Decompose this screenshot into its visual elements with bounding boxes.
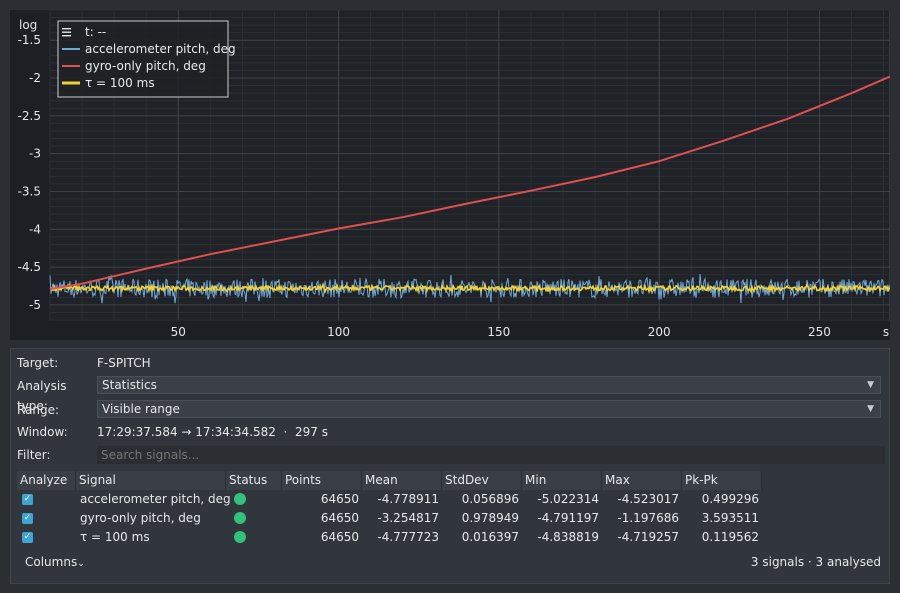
target-label: Target: — [17, 356, 59, 370]
y-tick-label: -5 — [29, 298, 41, 312]
col-header-points[interactable]: Points — [282, 471, 362, 490]
min-cell: -5.022314 — [537, 492, 599, 506]
col-header-signal[interactable]: Signal — [76, 471, 226, 490]
pkpk-cell: 0.119562 — [701, 530, 759, 544]
mean-cell: -4.777723 — [377, 530, 439, 544]
series-line-1 — [49, 75, 890, 290]
target-value: F-SPITCH — [97, 356, 151, 370]
signal-cell: τ = 100 ms — [80, 530, 150, 544]
range-value: Visible range — [102, 402, 180, 416]
chart[interactable]: 50 100 150 200 250-1.5-2-2.5-3-3.5-4-4.5-5s … — [10, 10, 890, 340]
analyze-checkbox[interactable]: ✓ — [22, 532, 33, 543]
analysis-type-select[interactable]: Statistics ▼ — [97, 376, 881, 394]
chevron-down-icon: ▼ — [867, 380, 874, 390]
window-label: Window: — [17, 425, 68, 439]
mean-cell: -3.254817 — [377, 511, 439, 525]
analysis-type-label: Analysis type: — [17, 379, 67, 413]
legend[interactable]: t: -- accelerometer pitch, deg gyro-only … — [57, 20, 236, 98]
x-tick-label: 50 — [171, 325, 186, 339]
points-cell: 64650 — [320, 492, 359, 506]
y-tick-label: -2 — [29, 71, 41, 85]
signal-cell: gyro-only pitch, deg — [80, 511, 201, 525]
legend-entry-label[interactable]: τ = 100 ms — [85, 76, 155, 90]
x-tick-label: 150 — [487, 325, 510, 339]
pkpk-cell: 0.499296 — [701, 492, 759, 506]
status-ok-icon — [234, 493, 246, 505]
chevron-down-icon: ⌄ — [77, 559, 85, 569]
y-tick-label: -4.5 — [18, 260, 41, 274]
max-cell: -4.523017 — [617, 492, 679, 506]
status-cell — [226, 528, 282, 547]
status-cell — [226, 509, 282, 528]
summary-text: 3 signals · 3 analysed — [750, 555, 881, 569]
legend-menu-icon[interactable] — [62, 28, 71, 37]
legend-cursor-readout: t: -- — [85, 25, 106, 39]
analyze-checkbox[interactable]: ✓ — [22, 494, 33, 505]
max-cell: -4.719257 — [617, 530, 679, 544]
y-tick-label: -3 — [29, 147, 41, 161]
legend-entry-label[interactable]: gyro-only pitch, deg — [85, 59, 206, 73]
table-row[interactable]: ✓ gyro-only pitch, deg 64650 -3.254817 0… — [17, 509, 885, 528]
window-value: 17:29:37.584 → 17:34:34.582 · 297 s — [97, 425, 328, 439]
analyze-checkbox[interactable]: ✓ — [22, 513, 33, 524]
col-header-stddev[interactable]: StdDev — [442, 471, 522, 490]
x-tick-label: 100 — [327, 325, 350, 339]
columns-button-label: Columns — [25, 555, 78, 569]
col-header-analyze[interactable]: Analyze — [17, 471, 76, 490]
table-row[interactable]: ✓ τ = 100 ms 64650 -4.777723 0.016397 -4… — [17, 528, 885, 547]
x-axis-label: s — [883, 325, 889, 339]
min-cell: -4.791197 — [537, 511, 599, 525]
stddev-cell: 0.056896 — [461, 492, 519, 506]
range-label: Range: — [17, 403, 60, 417]
filter-label: Filter: — [17, 448, 51, 462]
table-header: Analyze Signal Status Points Mean StdDev… — [17, 471, 885, 490]
col-header-min[interactable]: Min — [522, 471, 602, 490]
columns-button[interactable]: Columns⌄ — [25, 555, 85, 569]
panel-footer: Columns⌄ 3 signals · 3 analysed — [11, 545, 889, 583]
x-tick-label: 200 — [648, 325, 671, 339]
legend-entry-label[interactable]: accelerometer pitch, deg — [85, 42, 236, 56]
min-cell: -4.838819 — [537, 530, 599, 544]
stddev-cell: 0.978949 — [461, 511, 519, 525]
pkpk-cell: 3.593511 — [701, 511, 759, 525]
range-select[interactable]: Visible range ▼ — [97, 400, 881, 418]
col-header-max[interactable]: Max — [602, 471, 682, 490]
y-axis-label: log — [19, 18, 37, 32]
analysis-panel: Target: F-SPITCH Analysis type: Statisti… — [10, 348, 890, 584]
mean-cell: -4.778911 — [377, 492, 439, 506]
col-header-status[interactable]: Status — [226, 471, 282, 490]
status-ok-icon — [234, 512, 246, 524]
plot-area[interactable]: 50 100 150 200 250 -1.5 -2 -2.5 -3 -3.5 -4 -4.5 -5 s … — [10, 10, 890, 340]
filter-input[interactable] — [97, 446, 885, 464]
chevron-down-icon: ▼ — [867, 404, 874, 414]
stddev-cell: 0.016397 — [461, 530, 519, 544]
series-line-2 — [49, 282, 890, 295]
points-cell: 64650 — [320, 511, 359, 525]
y-tick-label: -2.5 — [18, 109, 41, 123]
status-ok-icon — [234, 531, 246, 543]
max-cell: -1.197686 — [617, 511, 679, 525]
analysis-type-value: Statistics — [102, 378, 157, 392]
y-tick-label: -3.5 — [18, 184, 41, 198]
col-header-pkpk[interactable]: Pk-Pk — [682, 471, 762, 490]
table-row[interactable]: ✓ accelerometer pitch, deg 64650 -4.7789… — [17, 490, 885, 509]
x-tick-label: 250 — [808, 325, 831, 339]
status-cell — [226, 490, 282, 509]
y-tick-label: -4 — [29, 222, 41, 236]
stats-table: Analyze Signal Status Points Mean StdDev… — [17, 471, 885, 547]
signal-cell: accelerometer pitch, deg — [80, 492, 231, 506]
y-tick-label: -1.5 — [18, 33, 41, 47]
col-header-mean[interactable]: Mean — [362, 471, 442, 490]
points-cell: 64650 — [320, 530, 359, 544]
